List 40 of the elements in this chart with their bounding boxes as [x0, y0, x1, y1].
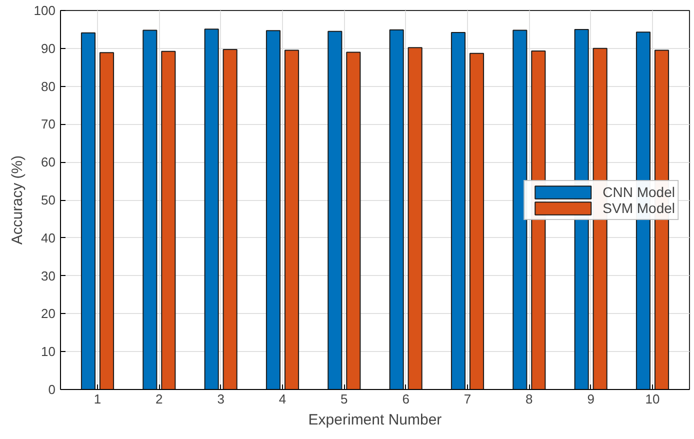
x-tick-label: 9	[587, 392, 594, 406]
bar	[469, 52, 484, 390]
bar	[222, 49, 238, 390]
x-tick-label: 8	[526, 392, 533, 406]
bar	[389, 29, 404, 390]
bar	[450, 32, 466, 390]
x-tick-label: 3	[217, 392, 224, 406]
y-tick-label: 40	[41, 230, 56, 246]
x-axis-title: Experiment Number	[308, 412, 442, 428]
bar	[408, 47, 422, 390]
bar	[80, 32, 96, 390]
y-tick-label: 0	[48, 382, 56, 397]
y-tick-label: 20	[41, 306, 56, 322]
legend-label: CNN Model	[602, 184, 675, 200]
y-tick-label: 90	[41, 40, 56, 56]
bar	[284, 50, 300, 390]
bar	[266, 30, 281, 390]
bar	[346, 52, 361, 390]
y-tick-label: 70	[41, 116, 56, 132]
y-tick-label: 30	[41, 268, 56, 284]
x-tick-label: 10	[645, 392, 660, 406]
bar	[328, 30, 342, 390]
y-tick-label: 10	[41, 344, 56, 360]
x-tick-label: 7	[464, 392, 472, 406]
x-tick-label: 2	[156, 392, 163, 406]
y-axis-title: Accuracy (%)	[8, 155, 26, 245]
y-tick-label: 100	[34, 3, 56, 18]
bar	[161, 50, 176, 390]
x-tick-label: 1	[94, 392, 102, 406]
legend-label: SVM Model	[602, 200, 675, 216]
y-tick-label: 60	[41, 154, 56, 170]
bar	[99, 52, 114, 390]
x-tick-label: 4	[278, 392, 286, 406]
y-tick-label: 80	[41, 78, 56, 94]
bar	[142, 30, 158, 390]
bar	[204, 28, 219, 390]
x-tick-label: 6	[402, 392, 410, 406]
x-tick-label: 5	[340, 392, 348, 406]
y-tick-label: 50	[41, 192, 56, 208]
bar	[512, 30, 528, 390]
